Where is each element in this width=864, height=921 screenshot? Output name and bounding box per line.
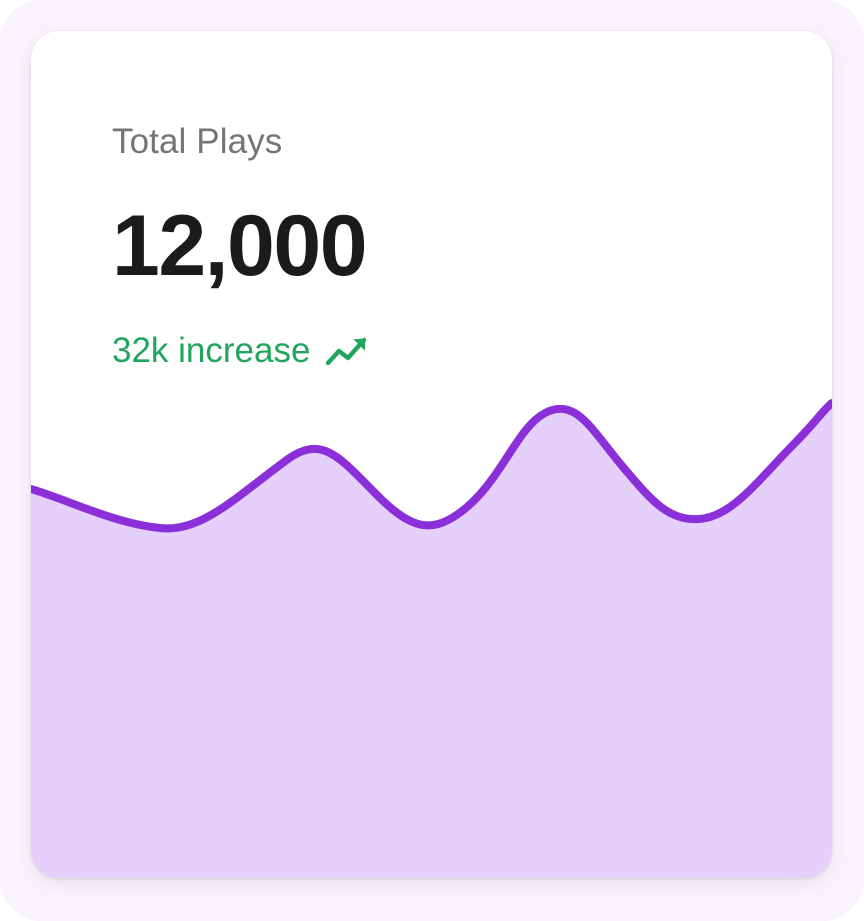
metric-card-header: Total Plays 12,000 32k increase [112,31,772,368]
total-plays-area-chart [31,399,832,878]
metric-delta: 32k increase [112,289,772,368]
metric-delta-label: 32k increase [112,331,311,370]
trend-up-icon [326,334,370,368]
chart-line-stroke [31,399,832,533]
total-plays-metric-card[interactable]: Total Plays 12,000 32k increase [31,31,832,878]
metric-value: 12,000 [112,198,368,294]
chart-area-fill [31,403,832,878]
page-title: Total Plays [112,122,283,161]
